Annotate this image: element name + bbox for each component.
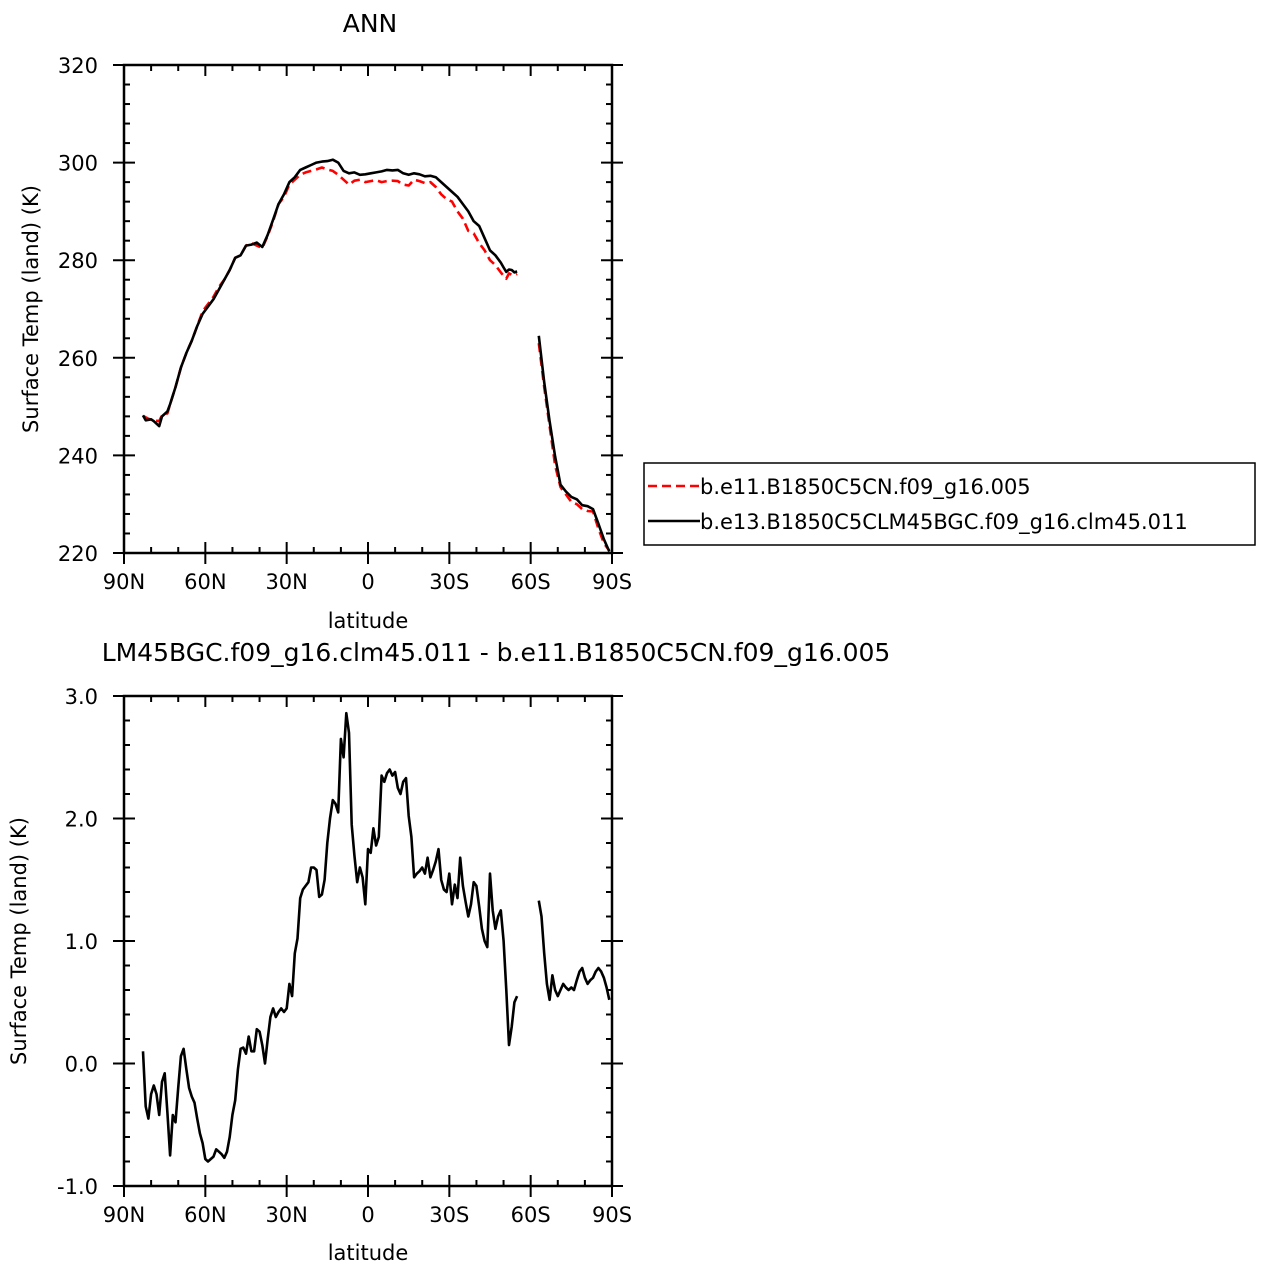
x-tick-label: 60N [184, 570, 226, 594]
legend: b.e11.B1850C5CN.f09_g16.005 b.e13.B1850C… [643, 462, 1256, 546]
y-tick-label: 1.0 [65, 930, 98, 954]
series-2-line-segment-1 [141, 158, 518, 428]
bottom-axis-ticks: 90N 60N 30N 0 30S 60S 90S -1.0 0.0 1.0 2.0 3.0 [57, 685, 632, 1227]
x-tick-label: 60N [184, 1203, 226, 1227]
bottom-y-axis-label: Surface Temp (land) (K) [7, 817, 31, 1065]
top-axis-ticks: 90N 60N 30N 0 30S 60S 90S 220 240 260 280 300 320 [58, 54, 632, 594]
legend-box [643, 462, 1256, 546]
top-chart-title: ANN [343, 9, 398, 38]
x-tick-label: 0 [361, 570, 374, 594]
top-plot-data [141, 158, 611, 553]
x-tick-label: 90S [592, 570, 632, 594]
legend-label-series-1: b.e11.B1850C5CN.f09_g16.005 [700, 475, 1031, 500]
bottom-plot-data [141, 711, 611, 1163]
top-panel: ANN 90N 60N 30N 0 30S 60S 90S 220 240 260 280 300 32… [19, 9, 1256, 633]
series-1-line-segment-2 [537, 343, 611, 552]
top-y-axis-label: Surface Temp (land) (K) [19, 185, 43, 433]
y-tick-label: 320 [58, 54, 98, 78]
x-tick-label: 30N [265, 1203, 307, 1227]
series-1-line-segment-2 [537, 900, 611, 1002]
x-tick-label: 30N [265, 570, 307, 594]
bottom-chart-title: LM45BGC.f09_g16.clm45.011 - b.e11.B1850C… [102, 638, 891, 667]
x-tick-label: 60S [511, 1203, 551, 1227]
x-tick-label: 90S [592, 1203, 632, 1227]
x-tick-label: 30S [429, 570, 469, 594]
bottom-x-axis-label: latitude [328, 1241, 409, 1265]
y-tick-label: 260 [58, 347, 98, 371]
y-tick-label: -1.0 [57, 1175, 98, 1199]
x-tick-label: 90N [103, 1203, 145, 1227]
series-1-line-segment-1 [142, 166, 518, 423]
series-2-line-segment-2 [537, 335, 611, 553]
x-tick-label: 90N [103, 570, 145, 594]
y-tick-label: 300 [58, 152, 98, 176]
y-tick-label: 2.0 [65, 808, 98, 832]
bottom-panel: LM45BGC.f09_g16.clm45.011 - b.e11.B1850C… [7, 638, 890, 1265]
y-tick-label: 0.0 [65, 1053, 98, 1077]
series-1-line-segment-1 [141, 711, 519, 1163]
y-tick-label: 220 [58, 542, 98, 566]
x-tick-label: 30S [429, 1203, 469, 1227]
x-tick-label: 0 [361, 1203, 374, 1227]
x-tick-label: 60S [511, 570, 551, 594]
top-x-axis-label: latitude [328, 609, 409, 633]
y-tick-label: 3.0 [65, 685, 98, 709]
legend-label-series-2: b.e13.B1850C5CLM45BGC.f09_g16.clm45.011 [700, 510, 1188, 535]
y-tick-label: 280 [58, 249, 98, 273]
y-tick-label: 240 [58, 444, 98, 468]
top-plot-frame [122, 63, 614, 555]
